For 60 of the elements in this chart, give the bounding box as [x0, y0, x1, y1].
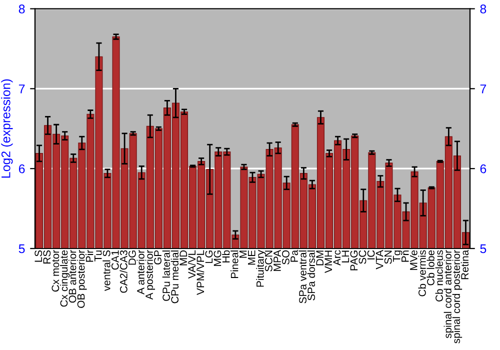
x-tick-label: OB anterior [68, 250, 76, 303]
x-tick-label: LH [342, 250, 350, 262]
x-tick-label: Tg [393, 250, 402, 262]
x-tick-label: Pineal [230, 250, 238, 278]
x-tick-label: PAG [350, 250, 358, 270]
x-tick-label: VPM/VPL [196, 250, 204, 295]
x-tick-label: MVe [410, 250, 418, 270]
x-tick-label: VMH [324, 250, 332, 273]
x-tick-label: Arc [333, 250, 341, 266]
x-tick-label: IC [367, 250, 375, 260]
x-tick-label: Cb vermis [418, 250, 426, 296]
x-tick-label: ventral S [102, 250, 110, 291]
y-axis-title: Log2 (expression) [1, 79, 13, 178]
x-tick-label: SCN [264, 250, 272, 272]
x-tick-label: Tu [94, 250, 102, 262]
x-tick-label: Pn [402, 250, 409, 262]
x-tick-label: SC [358, 250, 366, 264]
x-tick-label: SN [384, 250, 392, 264]
x-tick-label: Pir [86, 250, 94, 262]
x-tick-label: spinal cord anterior [444, 250, 454, 338]
x-tick-label: spinal cord posterior [452, 250, 462, 344]
x-tick-label: A anterior [136, 250, 144, 294]
x-tick-label: VA/VL [188, 250, 196, 279]
x-tick-label: M [240, 250, 247, 258]
x-tick-label: VTA [376, 250, 384, 270]
x-tick-label: Cb nucleus [435, 250, 443, 302]
x-tick-label: SPa ventral [298, 250, 306, 304]
x-tick-label: Pa [290, 250, 298, 262]
x-tick-label: Retina [460, 250, 469, 280]
x-tick-label: CPu lateral [162, 250, 170, 301]
y-tick-label: 7 [18, 84, 25, 94]
x-tick-label: RS [43, 250, 51, 264]
x-tick-label: CPu medial [170, 250, 179, 304]
x-tick-label: SPa dorsal [307, 250, 315, 300]
x-tick-label: ME [248, 250, 256, 265]
x-tick-label: OB posterior [77, 250, 87, 308]
x-tick-label: SO [282, 250, 290, 264]
x-tick-label: CA1 [111, 250, 119, 270]
x-tick-label: Cx motor [52, 250, 60, 292]
x-tick-label: LS [34, 250, 42, 262]
y2-tick-label: 7 [480, 84, 486, 94]
y-tick-label: 5 [18, 244, 25, 254]
x-tick-label: GP [154, 250, 162, 264]
y2-tick-label: 5 [480, 244, 486, 254]
x-tick-label: DG [128, 250, 136, 265]
x-tick-label: Cx cingulate [60, 250, 70, 307]
x-tick-label: Pituitary [256, 250, 266, 287]
x-tick-label: MPA [274, 250, 281, 271]
x-tick-label: A posterior [145, 250, 155, 300]
x-tick-label: MD [180, 250, 187, 266]
y2-tick-label: 8 [480, 4, 486, 14]
x-tick-label: Hb [222, 250, 230, 262]
x-tick-label: MG [214, 250, 222, 266]
y2-tick-label: 6 [480, 164, 486, 174]
y-tick-label: 6 [18, 164, 25, 174]
x-tick-label: LG [205, 250, 213, 263]
y-tick-label: 8 [18, 4, 25, 14]
x-tick-label: CA2/CA3 [120, 250, 128, 293]
x-tick-label: Cb lobe [426, 250, 434, 286]
x-tick-label: DM [316, 250, 324, 266]
